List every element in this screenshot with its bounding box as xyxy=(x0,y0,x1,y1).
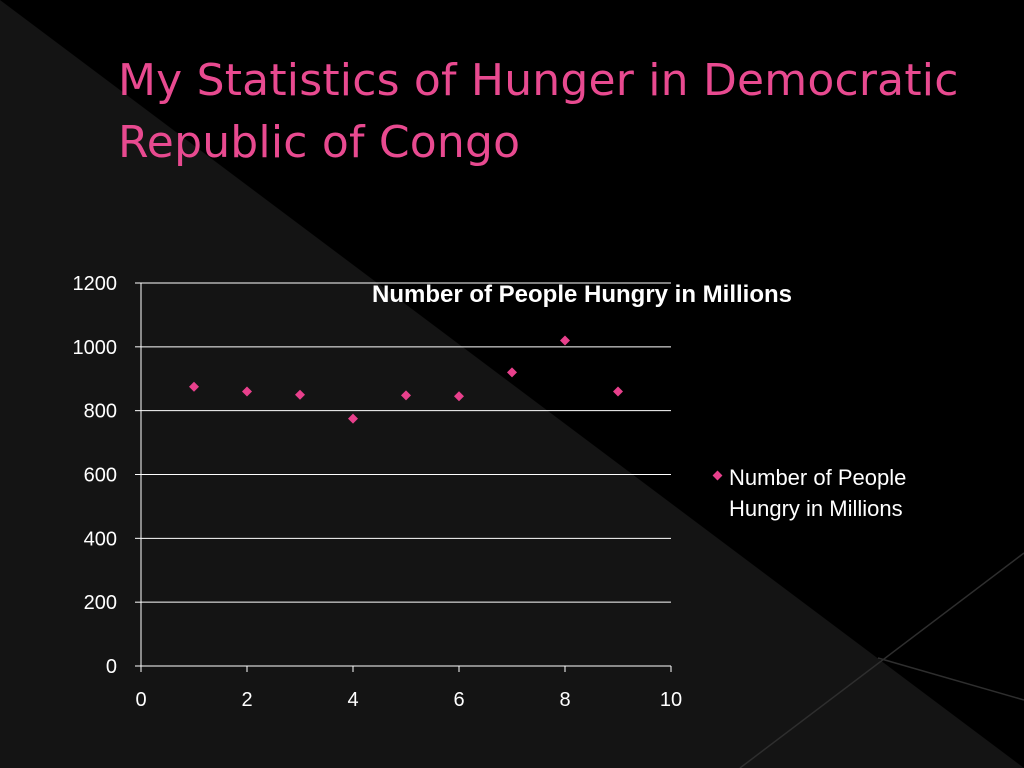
data-point-0-5 xyxy=(454,391,464,402)
data-point-0-8 xyxy=(613,386,623,397)
chart-title: Number of People Hungry in Millions xyxy=(372,281,792,308)
legend-label: Number of People Hungry in Millions xyxy=(729,465,907,521)
data-point-0-0 xyxy=(189,381,199,392)
data-point-0-2 xyxy=(295,389,305,400)
y-tick-label-600: 600 xyxy=(84,465,117,487)
y-tick-label-400: 400 xyxy=(84,528,117,550)
x-tick-label-6: 6 xyxy=(453,689,464,711)
y-tick-label-1000: 1000 xyxy=(73,337,118,359)
data-points-layer xyxy=(189,335,623,424)
grid-layer xyxy=(141,282,671,603)
y-tick-label-0: 0 xyxy=(106,656,117,678)
x-tick-label-8: 8 xyxy=(559,689,570,711)
tick-label-layer: 0 200 400 600 800 1000 1200 0 2 4 6 8 10 xyxy=(73,273,683,711)
x-tick-label-2: 2 xyxy=(241,689,252,711)
slide-title: My Statistics of Hunger in Democratic Re… xyxy=(118,55,959,168)
y-tick-label-1200: 1200 xyxy=(73,273,118,295)
legend: Number of People Hungry in Millions xyxy=(712,462,992,524)
x-tick-label-4: 4 xyxy=(347,689,358,711)
legend-diamond-icon xyxy=(712,470,723,481)
y-tick-label-200: 200 xyxy=(84,592,117,614)
data-point-0-6 xyxy=(507,367,517,378)
data-point-0-4 xyxy=(401,390,411,401)
axes-layer xyxy=(135,282,672,672)
x-tick-label-0: 0 xyxy=(135,689,146,711)
y-tick-label-800: 800 xyxy=(84,401,117,423)
data-point-0-1 xyxy=(242,386,252,397)
x-tick-label-10: 10 xyxy=(660,689,682,711)
data-point-0-3 xyxy=(348,413,358,424)
data-point-0-7 xyxy=(560,335,570,346)
